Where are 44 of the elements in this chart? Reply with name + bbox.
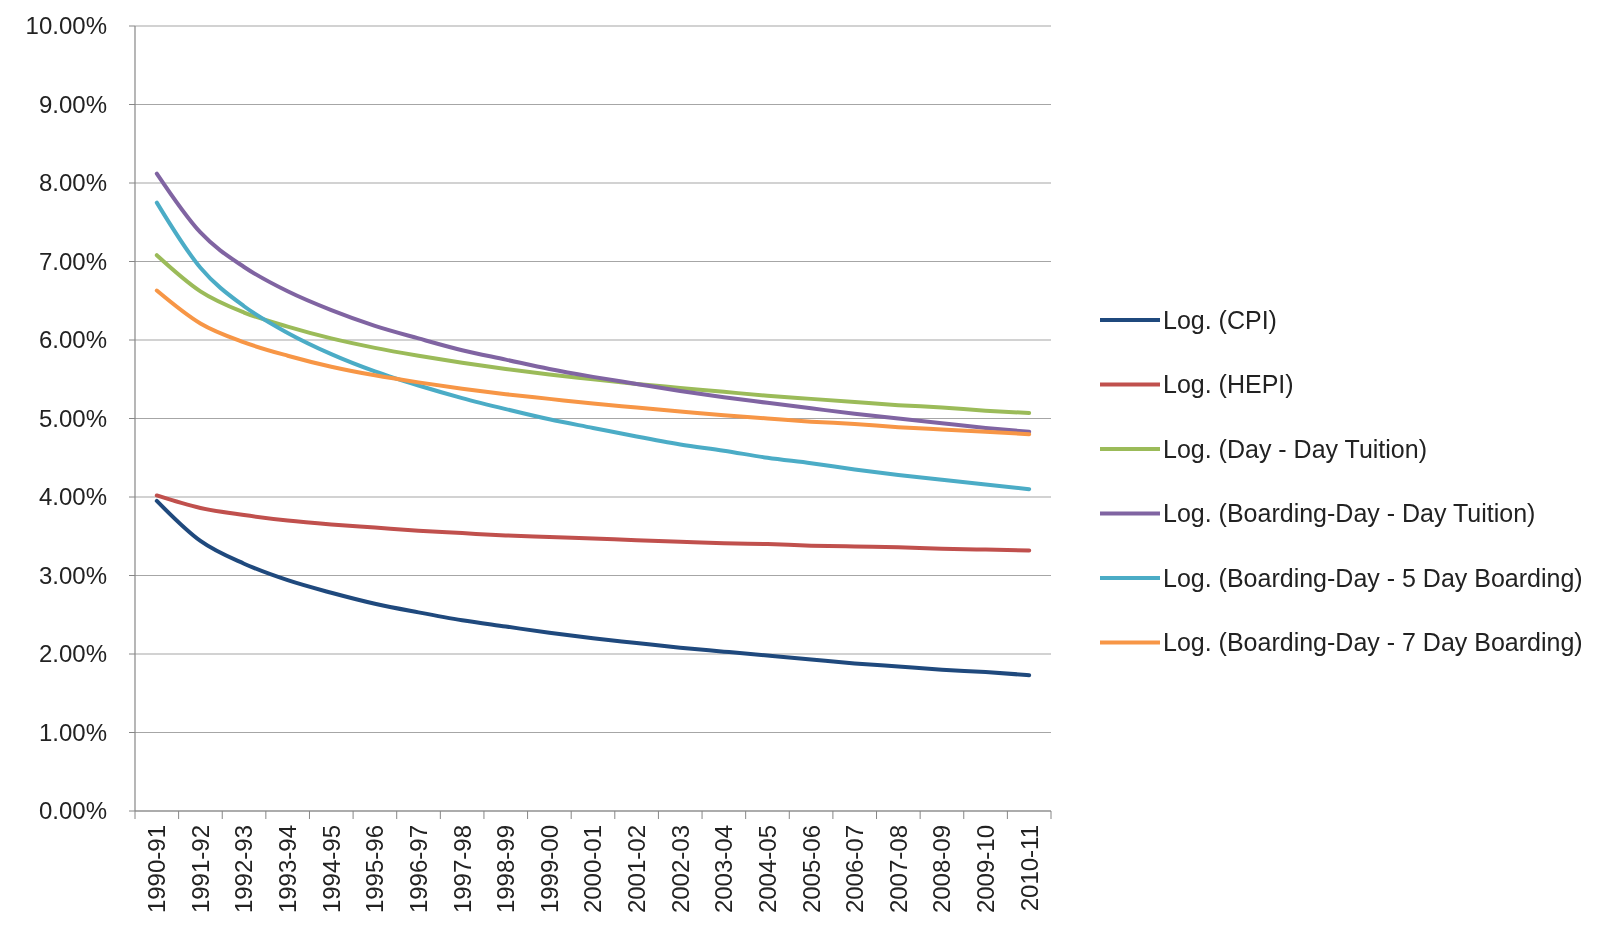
x-tick-label: 1992-93 [230,825,258,914]
y-tick-label: 5.00% [38,404,107,432]
line-series [154,493,1032,553]
x-tick-label: 1998-99 [492,825,520,914]
legend-label: Log. (CPI) [1163,305,1277,334]
legend-label: Log. (Boarding-Day - 5 Day Boarding) [1163,563,1583,592]
legend-label: Log. (Day - Day Tuition) [1163,434,1427,463]
legend-label: Log. (Boarding-Day - 7 Day Boarding) [1163,628,1583,657]
y-tick-label: 4.00% [38,483,107,511]
legend-label: Log. (HEPI) [1163,370,1294,399]
line-series [154,200,1032,492]
x-tick-label: 2010-11 [1015,825,1043,912]
y-tick-label: 2.00% [38,640,107,668]
y-tick-label: 9.00% [38,90,107,118]
y-tick-label: 10.00% [25,12,107,40]
x-tick-label: 1993-94 [274,825,302,914]
x-tick-label: 1996-97 [404,825,432,914]
x-tick-label: 2000-01 [579,825,607,914]
x-tick-label: 1991-92 [186,825,214,914]
y-tick-label: 8.00% [38,169,107,197]
line-series [154,171,1032,434]
line-series [154,498,1032,678]
y-tick-label: 6.00% [38,326,107,354]
x-tick-label: 2002-03 [666,825,694,914]
x-tick-label: 2009-10 [971,825,999,914]
x-tick-label: 2008-09 [928,825,956,914]
x-tick-label: 1990-91 [143,825,171,914]
x-tick-label: 2004-05 [753,825,781,914]
line-series [154,253,1032,416]
x-tick-label: 1994-95 [317,825,345,914]
x-tick-label: 1999-00 [535,825,563,914]
legend-label: Log. (Boarding-Day - Day Tuition) [1163,499,1536,528]
y-tick-label: 1.00% [38,718,107,746]
line-series [154,288,1032,437]
x-tick-label: 1997-98 [448,825,476,914]
x-tick-label: 2006-07 [841,825,869,914]
x-tick-label: 2003-04 [710,825,738,914]
y-tick-label: 0.00% [38,797,107,825]
x-tick-label: 1995-96 [361,825,389,914]
x-tick-label: 2001-02 [623,825,651,914]
y-tick-label: 7.00% [38,247,107,275]
y-tick-label: 3.00% [38,561,107,589]
x-tick-label: 2005-06 [797,825,825,914]
x-tick-label: 2007-08 [884,825,912,914]
